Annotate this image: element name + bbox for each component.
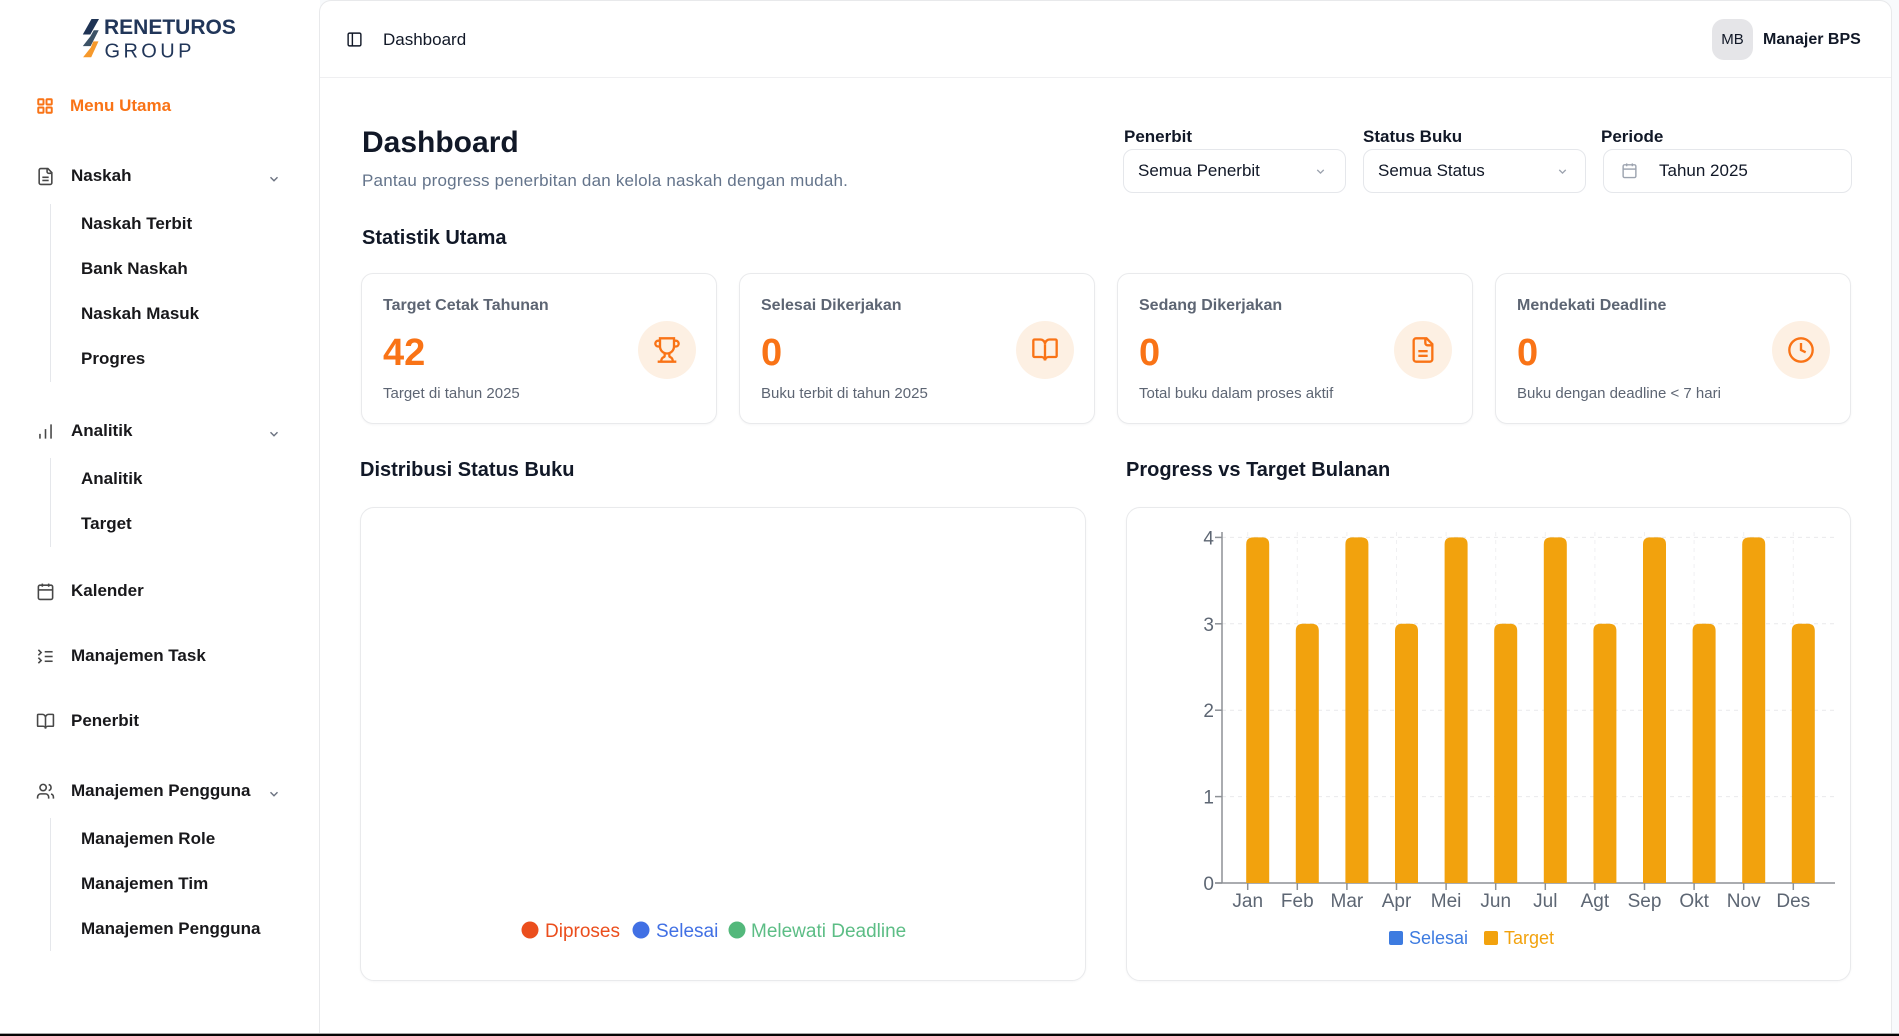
svg-text:1: 1 <box>1203 788 1214 809</box>
svg-text:Jun: Jun <box>1480 891 1511 912</box>
svg-text:Agt: Agt <box>1581 891 1610 912</box>
svg-text:GROUP: GROUP <box>105 41 195 63</box>
svg-text:Des: Des <box>1776 891 1810 912</box>
svg-text:Nov: Nov <box>1727 891 1761 912</box>
svg-text:Mei: Mei <box>1431 891 1462 912</box>
svg-text:Melewati Deadline: Melewati Deadline <box>751 921 906 942</box>
svg-text:Jan: Jan <box>1232 891 1263 912</box>
svg-text:Feb: Feb <box>1281 891 1314 912</box>
svg-text:Jul: Jul <box>1533 891 1557 912</box>
svg-text:Diproses: Diproses <box>545 921 620 942</box>
svg-text:Okt: Okt <box>1679 891 1709 912</box>
svg-text:4: 4 <box>1203 528 1214 549</box>
svg-text:Selesai: Selesai <box>1409 928 1468 948</box>
svg-text:Selesai: Selesai <box>656 921 718 942</box>
svg-text:Sep: Sep <box>1628 891 1662 912</box>
svg-text:RENETUROS: RENETUROS <box>104 16 236 39</box>
svg-text:Apr: Apr <box>1382 891 1412 912</box>
svg-text:2: 2 <box>1203 701 1214 722</box>
svg-text:Target: Target <box>1504 928 1554 948</box>
svg-text:Mar: Mar <box>1331 891 1364 912</box>
svg-text:3: 3 <box>1203 615 1214 636</box>
svg-text:0: 0 <box>1203 874 1214 895</box>
